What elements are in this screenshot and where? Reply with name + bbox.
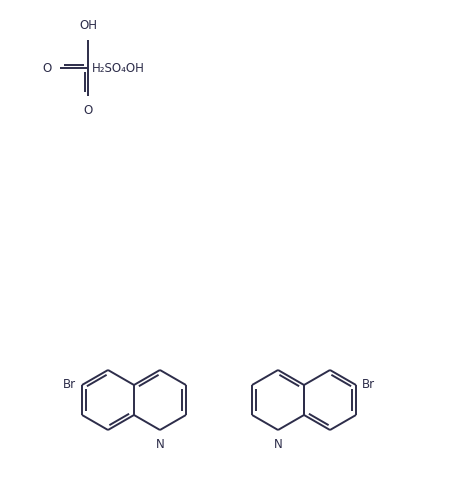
Text: N: N [156,438,164,451]
Text: Br: Br [63,378,76,391]
Text: H₂SO₄OH: H₂SO₄OH [92,62,145,74]
Text: O: O [43,62,52,74]
Text: N: N [273,438,282,451]
Text: OH: OH [79,19,97,32]
Text: O: O [84,104,92,117]
Text: Br: Br [362,378,375,391]
